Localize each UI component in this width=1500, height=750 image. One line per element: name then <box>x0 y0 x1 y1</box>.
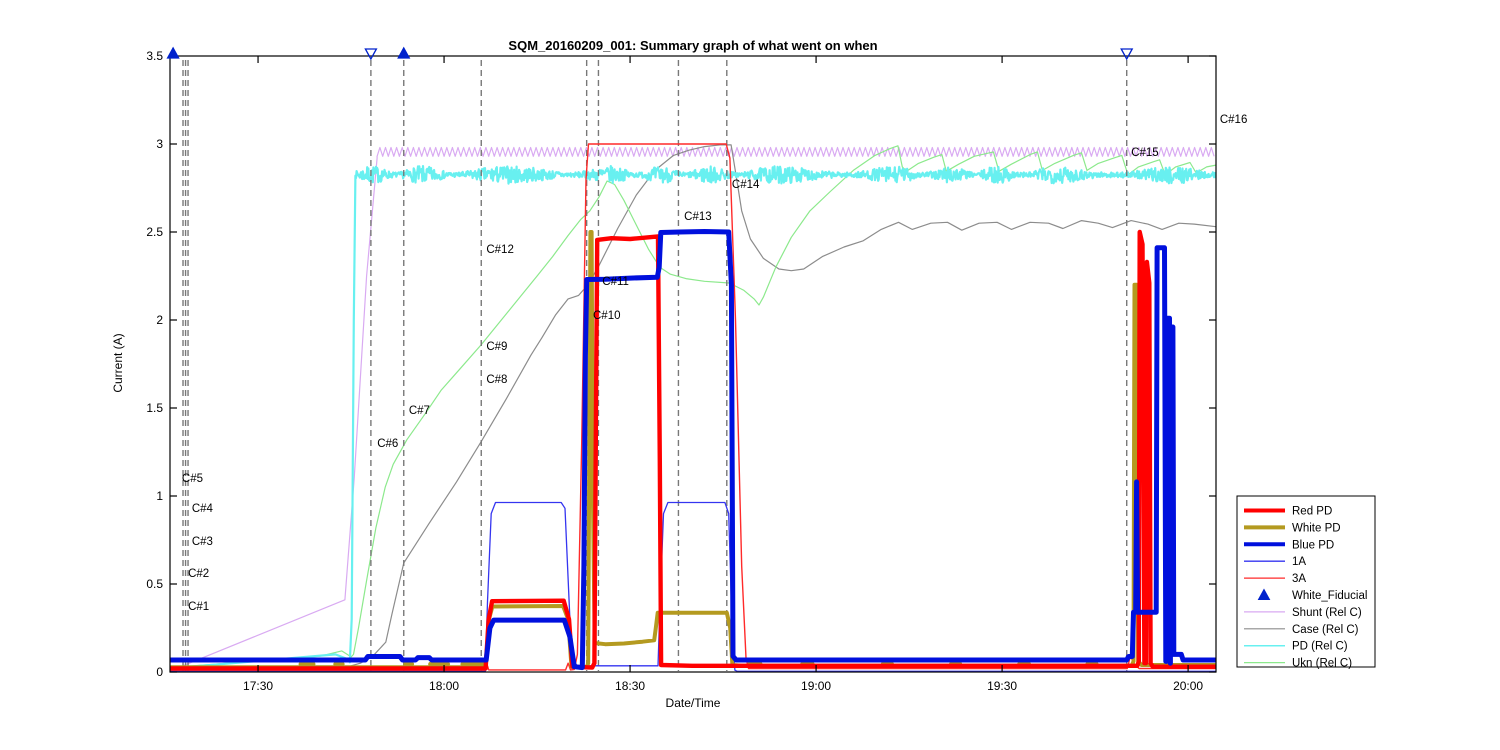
axes-box <box>169 55 1217 673</box>
x-axis-label: Date/Time <box>665 696 721 710</box>
event-label: C#6 <box>377 438 398 450</box>
event-label: C#9 <box>486 341 507 353</box>
legend-swatch-marker <box>1257 588 1271 600</box>
legend-item-label: 1A <box>1292 556 1306 568</box>
legend-box <box>1236 495 1376 668</box>
white-fiducial-marker-open <box>364 48 378 61</box>
event-label: C#14 <box>732 179 760 191</box>
event-label: C#15 <box>1131 147 1159 159</box>
x-tick-label: 19:00 <box>801 679 831 693</box>
white-fiducial-marker-filled <box>397 46 411 59</box>
legend-item-label: Blue PD <box>1292 539 1334 551</box>
event-label: C#12 <box>486 244 514 256</box>
legend-item-label: Red PD <box>1292 506 1332 518</box>
y-tick-label: 2.5 <box>146 225 163 239</box>
y-tick-label: 3 <box>156 137 163 151</box>
white-fiducial-marker-filled <box>166 46 180 59</box>
y-tick-label: 1 <box>156 489 163 503</box>
y-tick-label: 0 <box>156 665 163 679</box>
event-label: C#11 <box>602 276 629 288</box>
event-label: C#2 <box>188 568 209 580</box>
y-tick-label: 3.5 <box>146 49 163 63</box>
event-label: C#5 <box>182 473 203 485</box>
x-tick-label: 18:30 <box>615 679 645 693</box>
white-fiducial-marker-open <box>1120 48 1134 61</box>
series-case-rel-c- <box>169 144 1217 668</box>
legend-item-label: Case (Rel C) <box>1292 624 1359 636</box>
event-label: C#1 <box>188 601 209 613</box>
series-1a <box>170 501 1216 672</box>
series-ukn-rel-c- <box>169 145 1217 669</box>
x-tick-label: 18:00 <box>429 679 459 693</box>
legend-item-label: White_Fiducial <box>1292 590 1367 602</box>
series-white-pd <box>170 230 1216 670</box>
x-tick-label: 20:00 <box>1173 679 1203 693</box>
legend-item-label: Shunt (Rel C) <box>1292 607 1362 619</box>
series-red-pd <box>170 229 1216 671</box>
y-tick-label: 1.5 <box>146 401 163 415</box>
event-label: C#16 <box>1220 114 1248 126</box>
y-tick-label: 0.5 <box>146 577 163 591</box>
event-label: C#10 <box>593 310 621 322</box>
legend-item-label: PD (Rel C) <box>1292 641 1348 653</box>
event-label: C#13 <box>684 211 712 223</box>
legend-item-label: White PD <box>1292 522 1341 534</box>
event-label: C#4 <box>192 503 214 515</box>
event-label: C#7 <box>409 405 430 417</box>
series-shunt-rel-c- <box>169 146 1215 672</box>
x-tick-label: 19:30 <box>987 679 1017 693</box>
legend-item-label: 3A <box>1292 573 1306 585</box>
x-tick-label: 17:30 <box>243 679 273 693</box>
series-blue-pd <box>170 229 1216 671</box>
event-label: C#8 <box>486 374 507 386</box>
series-pd-rel-c- <box>169 165 1217 670</box>
event-label: C#3 <box>192 536 213 548</box>
legend-item-label: Ukn (Rel C) <box>1292 658 1352 670</box>
plot-title: SQM_20160209_001: Summary graph of what … <box>508 38 878 53</box>
y-tick-label: 2 <box>156 313 163 327</box>
